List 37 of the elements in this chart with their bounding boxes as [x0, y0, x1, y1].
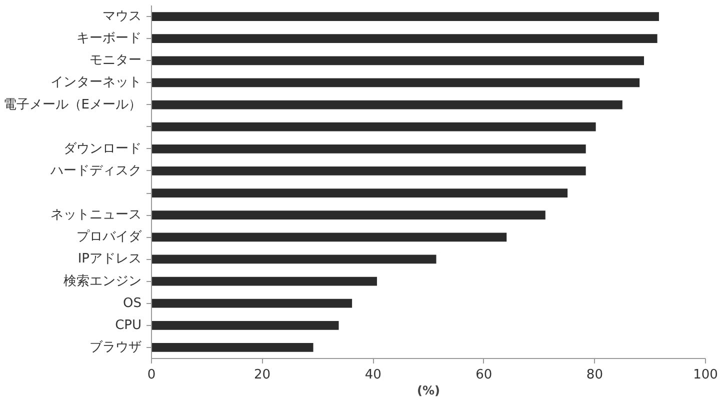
x-tick-label: 60 [476, 368, 492, 382]
y-tick-label: モニター [90, 53, 142, 68]
y-tick-label: キーボード [76, 31, 142, 46]
bar [152, 188, 568, 198]
y-tick-label: ネットニュース [50, 208, 142, 223]
bar [152, 100, 622, 110]
bar [152, 78, 640, 88]
bar [152, 320, 339, 330]
y-tick-label: プロバイダ [76, 230, 142, 245]
bar [152, 122, 596, 132]
y-tick-label: ブラウザ [90, 340, 142, 355]
y-tick-label: ダウンロード [64, 141, 142, 156]
x-tick-label: 20 [254, 368, 271, 382]
x-tick-label: 100 [693, 368, 718, 382]
bar [152, 276, 377, 286]
y-tick-label: 電子メール（Eメール） [3, 97, 142, 112]
bar [152, 166, 586, 176]
bar [152, 144, 586, 154]
x-axis-title: (%) [417, 384, 440, 398]
y-tick-label: インターネット [50, 75, 142, 90]
bar [152, 56, 644, 66]
y-tick-label: 検索エンジン [64, 274, 142, 289]
x-tick-label: 0 [147, 368, 156, 382]
bar [152, 298, 352, 308]
y-tick-label: OS [123, 296, 142, 311]
y-tick-label: マウス [102, 9, 142, 24]
bar [152, 210, 546, 220]
y-tick-label: ハードディスク [50, 163, 142, 178]
bar [152, 12, 659, 21]
x-tick-label: 80 [586, 368, 603, 382]
bar [152, 34, 658, 44]
bar [152, 343, 314, 352]
bar [152, 232, 507, 242]
y-tick-label: CPU [115, 318, 142, 333]
y-tick-label: IPアドレス [78, 252, 142, 267]
bar [152, 254, 436, 264]
x-tick-label: 40 [364, 368, 382, 382]
